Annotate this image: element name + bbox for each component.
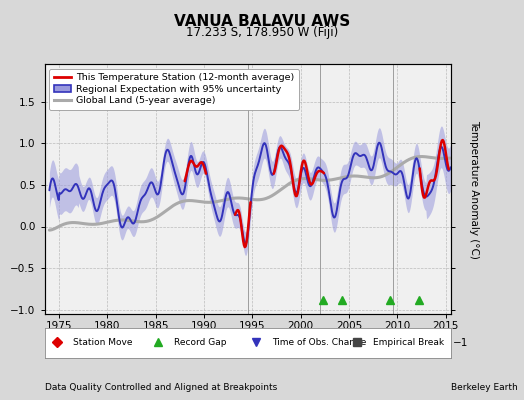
Text: Station Move: Station Move bbox=[73, 338, 133, 347]
Y-axis label: Temperature Anomaly (°C): Temperature Anomaly (°C) bbox=[469, 120, 479, 258]
Text: Empirical Break: Empirical Break bbox=[374, 338, 444, 347]
Text: Data Quality Controlled and Aligned at Breakpoints: Data Quality Controlled and Aligned at B… bbox=[45, 383, 277, 392]
Legend: This Temperature Station (12-month average), Regional Expectation with 95% uncer: This Temperature Station (12-month avera… bbox=[49, 69, 299, 110]
Text: −1: −1 bbox=[453, 338, 468, 348]
Text: VANUA BALAVU AWS: VANUA BALAVU AWS bbox=[174, 14, 350, 29]
Text: Record Gap: Record Gap bbox=[174, 338, 227, 347]
Text: Time of Obs. Change: Time of Obs. Change bbox=[272, 338, 366, 347]
Text: 17.233 S, 178.950 W (Fiji): 17.233 S, 178.950 W (Fiji) bbox=[186, 26, 338, 39]
Text: Berkeley Earth: Berkeley Earth bbox=[451, 383, 517, 392]
